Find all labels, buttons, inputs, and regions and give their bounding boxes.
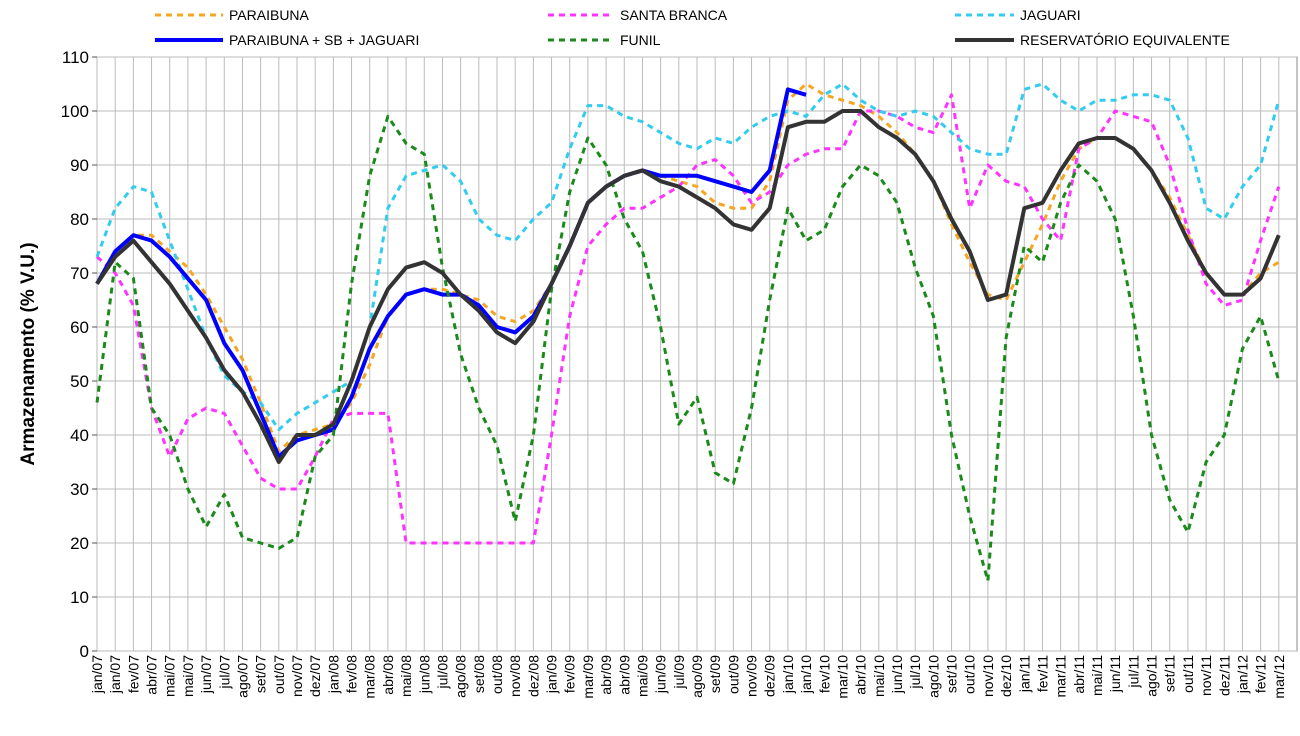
x-tick-label: mai/09 — [634, 655, 650, 697]
x-tick-label: jan/07 — [107, 655, 123, 694]
legend-label: PARAIBUNA — [229, 7, 310, 23]
y-tick-label: 50 — [70, 372, 89, 391]
x-tick-label: jun/08 — [416, 655, 432, 694]
x-tick-label: mai/10 — [871, 655, 887, 697]
x-tick-label: jun/11 — [1107, 655, 1123, 693]
x-tick-label: mar/11 — [1053, 655, 1069, 698]
x-tick-label: ago/09 — [689, 655, 705, 698]
legend-label: RESERVATÓRIO EQUIVALENTE — [1020, 32, 1230, 48]
x-tick-label: jan/10 — [798, 655, 814, 694]
x-tick-label: nov/10 — [980, 655, 996, 697]
x-tick-label: jul/08 — [434, 655, 450, 690]
series-line — [95, 87, 807, 459]
y-tick-label: 100 — [61, 102, 89, 121]
y-tick-label: 40 — [70, 426, 89, 445]
x-tick-label: jun/10 — [889, 655, 905, 694]
x-tick-label: fev/11 — [1034, 655, 1050, 692]
x-tick-label: abr/08 — [380, 655, 396, 695]
x-tick-label: out/09 — [725, 655, 741, 694]
legend-label: PARAIBUNA + SB + JAGUARI — [229, 32, 419, 48]
x-tick-label: dez/07 — [307, 655, 323, 697]
series-line — [95, 114, 1281, 583]
x-tick-label: out/08 — [489, 655, 505, 694]
x-tick-label: out/07 — [271, 655, 287, 694]
x-tick-label: nov/07 — [289, 655, 305, 697]
x-tick-label: mar/09 — [580, 655, 596, 699]
y-tick-label: 110 — [62, 48, 89, 67]
y-tick-label: 60 — [70, 318, 89, 337]
x-tick-label: abr/11 — [1071, 655, 1087, 694]
x-tick-label: dez/08 — [525, 655, 541, 697]
x-tick-label: dez/10 — [998, 655, 1014, 697]
x-tick-label: set/09 — [707, 655, 723, 693]
y-tick-label: 20 — [70, 534, 89, 553]
x-tick-label: nov/08 — [507, 655, 523, 697]
y-tick-label: 70 — [70, 264, 89, 283]
x-tick-label: out/10 — [962, 655, 978, 694]
x-tick-label: mar/12 — [1271, 655, 1287, 699]
y-tick-label: 10 — [70, 588, 89, 607]
x-tick-label: set/07 — [253, 655, 269, 693]
x-tick-label: mar/10 — [834, 655, 850, 699]
y-tick-label: 30 — [70, 480, 89, 499]
x-tick-label: dez/09 — [762, 655, 778, 697]
x-tick-label: ago/07 — [234, 655, 250, 698]
y-tick-label: 90 — [70, 156, 89, 175]
series-line — [95, 109, 1281, 464]
series-line — [95, 82, 1281, 432]
x-tick-label: jan/12 — [1234, 655, 1250, 694]
x-tick-label: mai/07 — [180, 655, 196, 697]
x-tick-label: fev/08 — [344, 655, 360, 693]
x-tick-label: jan/07 — [89, 655, 105, 694]
x-tick-label: jan/08 — [325, 655, 341, 694]
x-tick-label: mai/08 — [398, 655, 414, 697]
x-tick-label: abr/10 — [853, 655, 869, 695]
x-tick-label: mar/08 — [362, 655, 378, 699]
x-tick-label: jan/10 — [780, 655, 796, 694]
y-axis-label: Armazenamento (% V.U.) — [18, 242, 39, 465]
x-tick-label: jan/11 — [1016, 655, 1032, 693]
x-tick-label: fev/10 — [816, 655, 832, 693]
x-tick-label: jul/09 — [671, 655, 687, 690]
x-tick-label: abr/07 — [144, 655, 160, 695]
x-tick-label: dez/11 — [1216, 655, 1232, 696]
x-tick-label: jul/07 — [216, 655, 232, 690]
y-tick-label: 80 — [70, 210, 89, 229]
x-tick-label: nov/09 — [744, 655, 760, 697]
legend-label: FUNIL — [620, 32, 661, 48]
x-tick-label: jun/07 — [198, 655, 214, 694]
y-tick-label: 0 — [80, 642, 89, 661]
x-tick-label: nov/11 — [1198, 655, 1214, 696]
x-tick-label: fev/09 — [562, 655, 578, 693]
x-tick-label: fev/12 — [1253, 655, 1269, 693]
legend-label: JAGUARI — [1020, 7, 1081, 23]
x-tick-label: abr/09 — [616, 655, 632, 695]
x-tick-label: jul/11 — [1125, 655, 1141, 689]
x-tick-label: out/11 — [1180, 655, 1196, 693]
x-tick-label: ago/11 — [1144, 655, 1160, 697]
x-tick-label: jun/09 — [653, 655, 669, 694]
x-tick-label: set/11 — [1162, 655, 1178, 692]
x-tick-label: ago/10 — [925, 655, 941, 698]
x-tick-label: jul/10 — [907, 655, 923, 690]
x-tick-label: abr/09 — [598, 655, 614, 695]
x-tick-label: mai/11 — [1089, 655, 1105, 696]
x-tick-label: fev/07 — [125, 655, 141, 693]
legend-label: SANTA BRANCA — [620, 7, 728, 23]
x-tick-label: ago/08 — [453, 655, 469, 698]
x-tick-label: mai/07 — [162, 655, 178, 697]
x-tick-label: set/08 — [471, 655, 487, 693]
x-tick-label: set/10 — [944, 655, 960, 693]
x-tick-label: jan/09 — [544, 655, 560, 694]
